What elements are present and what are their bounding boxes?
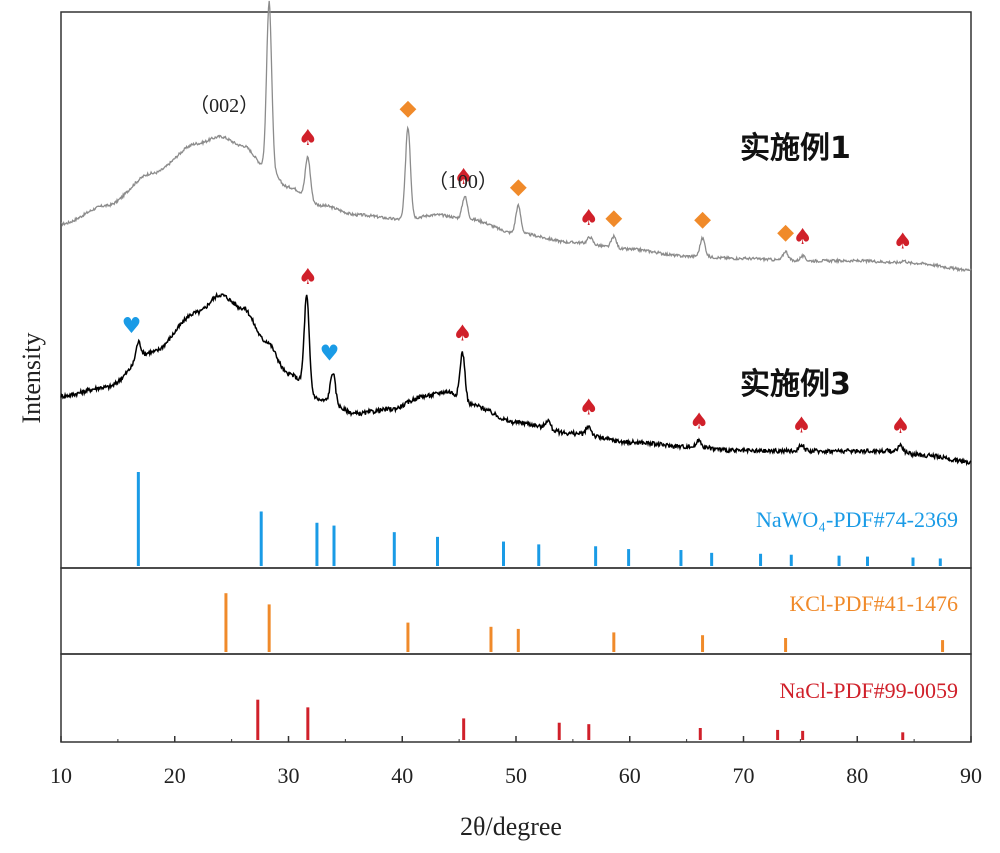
x-tick-label-60: 60: [619, 763, 641, 788]
marker-13: ♠: [298, 265, 318, 290]
marker-17: ♠: [689, 410, 709, 435]
series-label-1: 实施例1: [740, 131, 851, 166]
marker-8: ◆: [694, 207, 711, 232]
x-tick-label-50: 50: [505, 763, 527, 788]
x-tick-label-70: 70: [733, 763, 755, 788]
marker-10: ♠: [793, 225, 813, 250]
hkl-annotation-1: （002）: [189, 94, 259, 117]
reference-labels: NaWO₄-PDF#74-2369 KCl-PDF#41-1476 NaCl-PDF…: [756, 507, 958, 703]
x-tick-label-20: 20: [164, 763, 186, 788]
marker-19: ♠: [891, 414, 911, 439]
marker-16: ♠: [579, 395, 599, 420]
marker-3: ◆: [399, 96, 416, 121]
x-tick-label-30: 30: [278, 763, 300, 788]
series-label-2: 实施例3: [740, 367, 851, 402]
ref-label-1: NaWO₄-PDF#74-2369: [756, 507, 958, 532]
marker-9: ◆: [777, 220, 794, 245]
marker-11: ♠: [893, 230, 913, 255]
hkl-annotation-2: （100）: [428, 170, 498, 193]
x-tick-label-40: 40: [391, 763, 413, 788]
marker-6: ♠: [579, 206, 599, 231]
series-labels: 实施例1 实施例3: [740, 131, 851, 402]
marker-5: ◆: [510, 175, 527, 200]
marker-2: ♠: [298, 126, 318, 151]
x-tick-label-80: 80: [846, 763, 868, 788]
x-axis-label: 2θ/degree: [460, 812, 562, 841]
y-axis-label: Intensity: [17, 333, 46, 424]
x-tick-label-10: 10: [50, 763, 72, 788]
ref-label-2: KCl-PDF#41-1476: [789, 591, 958, 616]
marker-14: ♥: [320, 341, 340, 366]
marker-18: ♠: [792, 413, 812, 438]
x-axis: 10 20 30 40 50 60 70 80 90: [50, 736, 982, 788]
x-tick-label-90: 90: [960, 763, 982, 788]
marker-15: ♠: [453, 322, 473, 347]
ref-label-3: NaCl-PDF#99-0059: [780, 678, 958, 703]
marker-7: ◆: [605, 205, 622, 230]
marker-12: ♥: [122, 314, 142, 339]
xrd-chart: ◆♠◆♠◆♠◆◆◆♠♠♥♠♥♠♠♠♠♠ （002）（100） NaWO₄-PDF…: [0, 0, 1000, 853]
